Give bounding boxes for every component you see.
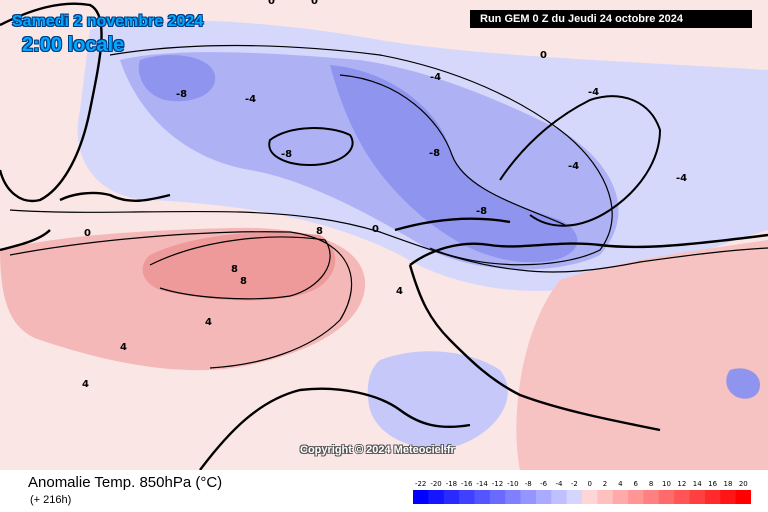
- scale-tick-label: 4: [618, 480, 623, 488]
- scale-tick-label: 16: [708, 480, 717, 488]
- contour-label: 4: [120, 342, 127, 353]
- contour-label: 0: [268, 0, 275, 7]
- scale-swatch: [551, 490, 568, 504]
- scale-swatch: [535, 490, 552, 504]
- contour-label: 8: [231, 264, 238, 275]
- scale-swatch: [658, 490, 675, 504]
- cold-region-caspian: [726, 368, 760, 399]
- scale-tick-label: 10: [662, 480, 671, 488]
- contour-label: -4: [588, 87, 599, 98]
- scale-swatch: [612, 490, 629, 504]
- contour-label: -4: [676, 173, 687, 184]
- north-africa-coastline: [199, 387, 471, 470]
- cold-region-med: [367, 351, 508, 449]
- contour-zero: [9, 209, 768, 273]
- cold-region-strong: [330, 65, 578, 263]
- contour-label: 8: [240, 276, 247, 287]
- contour-label: -8: [429, 148, 440, 159]
- scale-tick-label: -6: [540, 480, 548, 488]
- scale-tick-label: 12: [677, 480, 686, 488]
- scale-tick-label: -12: [492, 480, 503, 488]
- scale-tick-label: -14: [476, 480, 488, 488]
- scale-tick-label: -4: [555, 480, 563, 488]
- contour-label: -8: [281, 149, 292, 160]
- scale-swatch: [689, 490, 706, 504]
- contour-label: -4: [568, 161, 579, 172]
- scale-tick-label: 8: [649, 480, 653, 488]
- color-scale: -22 -20 -18 -16 -14 -12 -10 -8 -6 -4 -2 0 2 4 6 8 10 12 14…: [413, 480, 751, 504]
- contour-label: 0: [372, 224, 379, 235]
- greenland-coastline: [0, 2, 103, 203]
- contour-label: 8: [316, 226, 323, 237]
- scale-swatch: [520, 490, 537, 504]
- contour-label: 0: [311, 0, 318, 7]
- contour-label: 4: [205, 317, 212, 328]
- scale-swatch: [597, 490, 614, 504]
- cold-region-greenland: [138, 55, 216, 102]
- scale-swatch: [643, 490, 660, 504]
- contour-label: 4: [82, 379, 89, 390]
- scale-tick-label: -22: [415, 480, 426, 488]
- scale-swatch: [489, 490, 506, 504]
- contour-label: 4: [396, 286, 403, 297]
- scale-tick-label: 0: [587, 480, 591, 488]
- contour-minus8: [339, 74, 566, 226]
- scale-tick-label: -16: [461, 480, 473, 488]
- scale-tick-label: -20: [430, 480, 441, 488]
- forecast-local-time: 2:00 locale: [22, 34, 125, 56]
- scale-swatch: [566, 490, 583, 504]
- europe-coastline: [394, 217, 768, 432]
- scale-swatch: [443, 490, 460, 504]
- copyright-notice: Copyright © 2024 Meteociel.fr: [300, 444, 455, 456]
- scale-tick-label: 18: [723, 480, 732, 488]
- iceland-coastline: [268, 127, 354, 167]
- scale-tick-label: -8: [525, 480, 532, 488]
- scale-swatch: [674, 490, 691, 504]
- scale-tick-label: 14: [693, 480, 702, 488]
- contour-label: -4: [430, 72, 441, 83]
- contour-plus8: [149, 236, 331, 300]
- scale-tick-label: -2: [571, 480, 578, 488]
- scandinavia-coastline: [499, 95, 662, 227]
- contour-label: -4: [245, 94, 256, 105]
- scale-swatch: [474, 490, 491, 504]
- scale-tick-label: 2: [603, 480, 607, 488]
- model-run-label: Run GEM 0 Z du Jeudi 24 octobre 2024: [470, 10, 752, 28]
- map-title: Anomalie Temp. 850hPa (°C): [28, 474, 223, 491]
- scale-swatch: [582, 490, 598, 504]
- contour-label: 0: [540, 50, 547, 61]
- scale-tick-label: 20: [739, 480, 748, 488]
- scale-tick-label: -18: [446, 480, 457, 488]
- scale-swatch: [720, 490, 737, 504]
- scale-swatch: [704, 490, 721, 504]
- lead-time: (+ 216h): [30, 494, 72, 506]
- scale-swatch: [735, 490, 751, 504]
- scale-tick-label: -10: [507, 480, 518, 488]
- canada-coastline: [0, 191, 171, 252]
- contour-label: 0: [84, 228, 91, 239]
- scale-tick-label: 6: [634, 480, 639, 488]
- contour-plus4: [9, 231, 353, 369]
- contour-label: -8: [176, 89, 187, 100]
- scale-swatch: [413, 490, 429, 504]
- scale-swatch: [428, 490, 445, 504]
- scale-swatch: [505, 490, 522, 504]
- contour-label: -8: [476, 206, 487, 217]
- contour-minus4: [109, 44, 613, 266]
- scale-swatch: [628, 490, 644, 504]
- forecast-date: Samedi 2 novembre 2024: [12, 13, 204, 30]
- scale-swatch: [459, 490, 475, 504]
